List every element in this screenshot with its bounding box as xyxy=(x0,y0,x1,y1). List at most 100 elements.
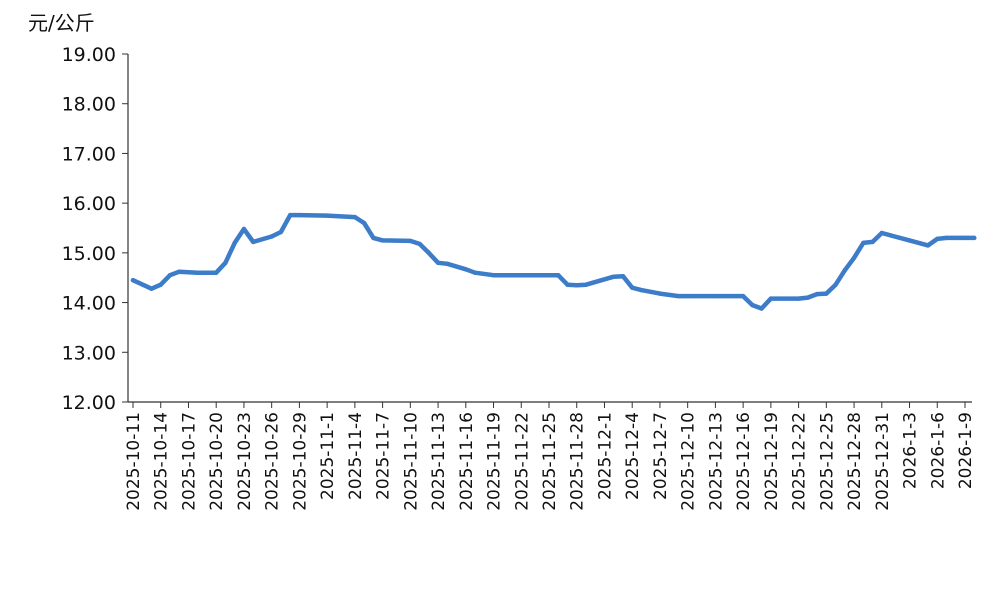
x-tick-label: 2025-11-1 xyxy=(318,412,338,500)
axes xyxy=(122,53,972,408)
data-point xyxy=(805,295,811,300)
x-tick-label: 2025-11-16 xyxy=(457,412,477,511)
data-point xyxy=(269,234,274,239)
data-point xyxy=(768,296,774,301)
x-tick-label: 2025-12-7 xyxy=(651,412,671,500)
data-point xyxy=(297,212,302,218)
x-tick-label: 2025-10-14 xyxy=(152,412,172,511)
x-tick-label: 2026-1-3 xyxy=(901,412,921,489)
x-tick-label: 2025-11-19 xyxy=(485,412,505,511)
x-tick-label: 2025-10-29 xyxy=(290,412,310,511)
data-point xyxy=(130,278,136,283)
y-tick-label: 19.00 xyxy=(62,44,116,66)
data-point xyxy=(149,286,154,291)
data-point xyxy=(611,274,616,279)
data-point xyxy=(472,270,478,275)
x-tick-label: 2025-12-4 xyxy=(623,412,643,500)
x-tick-label: 2025-12-25 xyxy=(817,412,837,511)
data-point xyxy=(250,239,256,245)
x-tick-label: 2025-12-22 xyxy=(790,412,810,511)
x-tick-label: 2025-10-20 xyxy=(207,412,227,511)
data-point xyxy=(620,274,626,279)
data-point xyxy=(177,269,182,274)
data-point xyxy=(657,291,663,296)
data-point xyxy=(851,255,857,261)
data-point xyxy=(361,220,367,226)
x-tick-label: 2025-10-17 xyxy=(179,412,199,511)
data-point xyxy=(195,270,200,275)
series-line xyxy=(130,212,977,311)
data-point xyxy=(214,270,219,275)
data-point xyxy=(324,213,330,218)
data-point xyxy=(287,212,293,218)
x-tick-label: 2025-12-19 xyxy=(762,412,782,511)
data-point xyxy=(546,273,552,278)
data-point xyxy=(278,229,284,235)
y-tick-label: 18.00 xyxy=(62,94,116,116)
x-tick-label: 2025-11-22 xyxy=(512,412,532,511)
data-point xyxy=(935,236,940,242)
data-point xyxy=(907,238,912,243)
x-tick-label: 2025-12-16 xyxy=(734,412,754,511)
data-point xyxy=(870,239,875,245)
data-point xyxy=(426,250,432,256)
data-point xyxy=(833,282,838,287)
data-point xyxy=(186,270,191,275)
data-point xyxy=(925,243,931,248)
data-point xyxy=(842,268,848,273)
data-point xyxy=(888,233,894,238)
x-tick-label: 2025-10-23 xyxy=(235,412,255,511)
data-point xyxy=(583,282,589,287)
data-point xyxy=(241,226,247,232)
data-point xyxy=(685,293,690,299)
data-point xyxy=(676,293,681,299)
data-point xyxy=(750,302,755,308)
x-tick-label: 2025-11-4 xyxy=(346,412,366,500)
data-point xyxy=(371,235,376,241)
y-tick-label: 16.00 xyxy=(62,193,116,215)
x-tick-label: 2025-12-28 xyxy=(845,412,865,511)
x-tick-label: 2025-12-1 xyxy=(595,412,615,500)
data-point xyxy=(408,238,413,244)
x-tick-label: 2026-1-6 xyxy=(928,412,948,489)
y-axis-unit-label: 元/公斤 xyxy=(28,11,95,35)
data-point xyxy=(167,273,173,278)
data-point xyxy=(445,261,450,266)
data-point xyxy=(223,260,228,265)
data-point xyxy=(713,293,718,299)
y-tick-label: 17.00 xyxy=(62,143,116,165)
data-point xyxy=(759,306,764,311)
data-point xyxy=(565,282,570,287)
data-point xyxy=(630,285,635,290)
data-point xyxy=(962,235,968,241)
data-point xyxy=(556,273,561,278)
data-point xyxy=(814,291,820,297)
data-point xyxy=(944,235,949,241)
y-tick-label: 14.00 xyxy=(62,293,116,315)
data-point xyxy=(491,273,496,278)
x-tick-label: 2025-12-10 xyxy=(679,412,699,511)
data-point xyxy=(380,238,385,243)
data-point xyxy=(861,240,866,246)
data-point xyxy=(519,273,524,278)
data-point xyxy=(417,241,422,247)
y-tick-labels: 12.00 13.00 14.00 15.00 16.00 17.00 18.00 19.00 xyxy=(62,44,116,414)
x-tick-label: 2025-12-31 xyxy=(873,412,893,511)
x-tick-label: 2026-1-9 xyxy=(956,412,976,489)
x-tick-label: 2025-11-25 xyxy=(540,412,560,511)
data-point xyxy=(639,287,644,293)
x-tick-label: 2025-10-26 xyxy=(263,412,283,511)
data-point xyxy=(972,235,977,241)
x-tick-label: 2025-11-13 xyxy=(429,412,449,511)
y-tick-label: 15.00 xyxy=(62,243,116,265)
x-tick-label: 2025-11-28 xyxy=(568,412,588,511)
data-point xyxy=(879,230,884,236)
data-point xyxy=(435,260,441,265)
data-point xyxy=(824,291,829,296)
data-point xyxy=(463,267,468,272)
data-point xyxy=(574,282,579,288)
x-tick-label: 2025-10-11 xyxy=(124,412,144,511)
y-tick-label: 12.00 xyxy=(62,392,116,414)
data-point xyxy=(352,214,358,220)
